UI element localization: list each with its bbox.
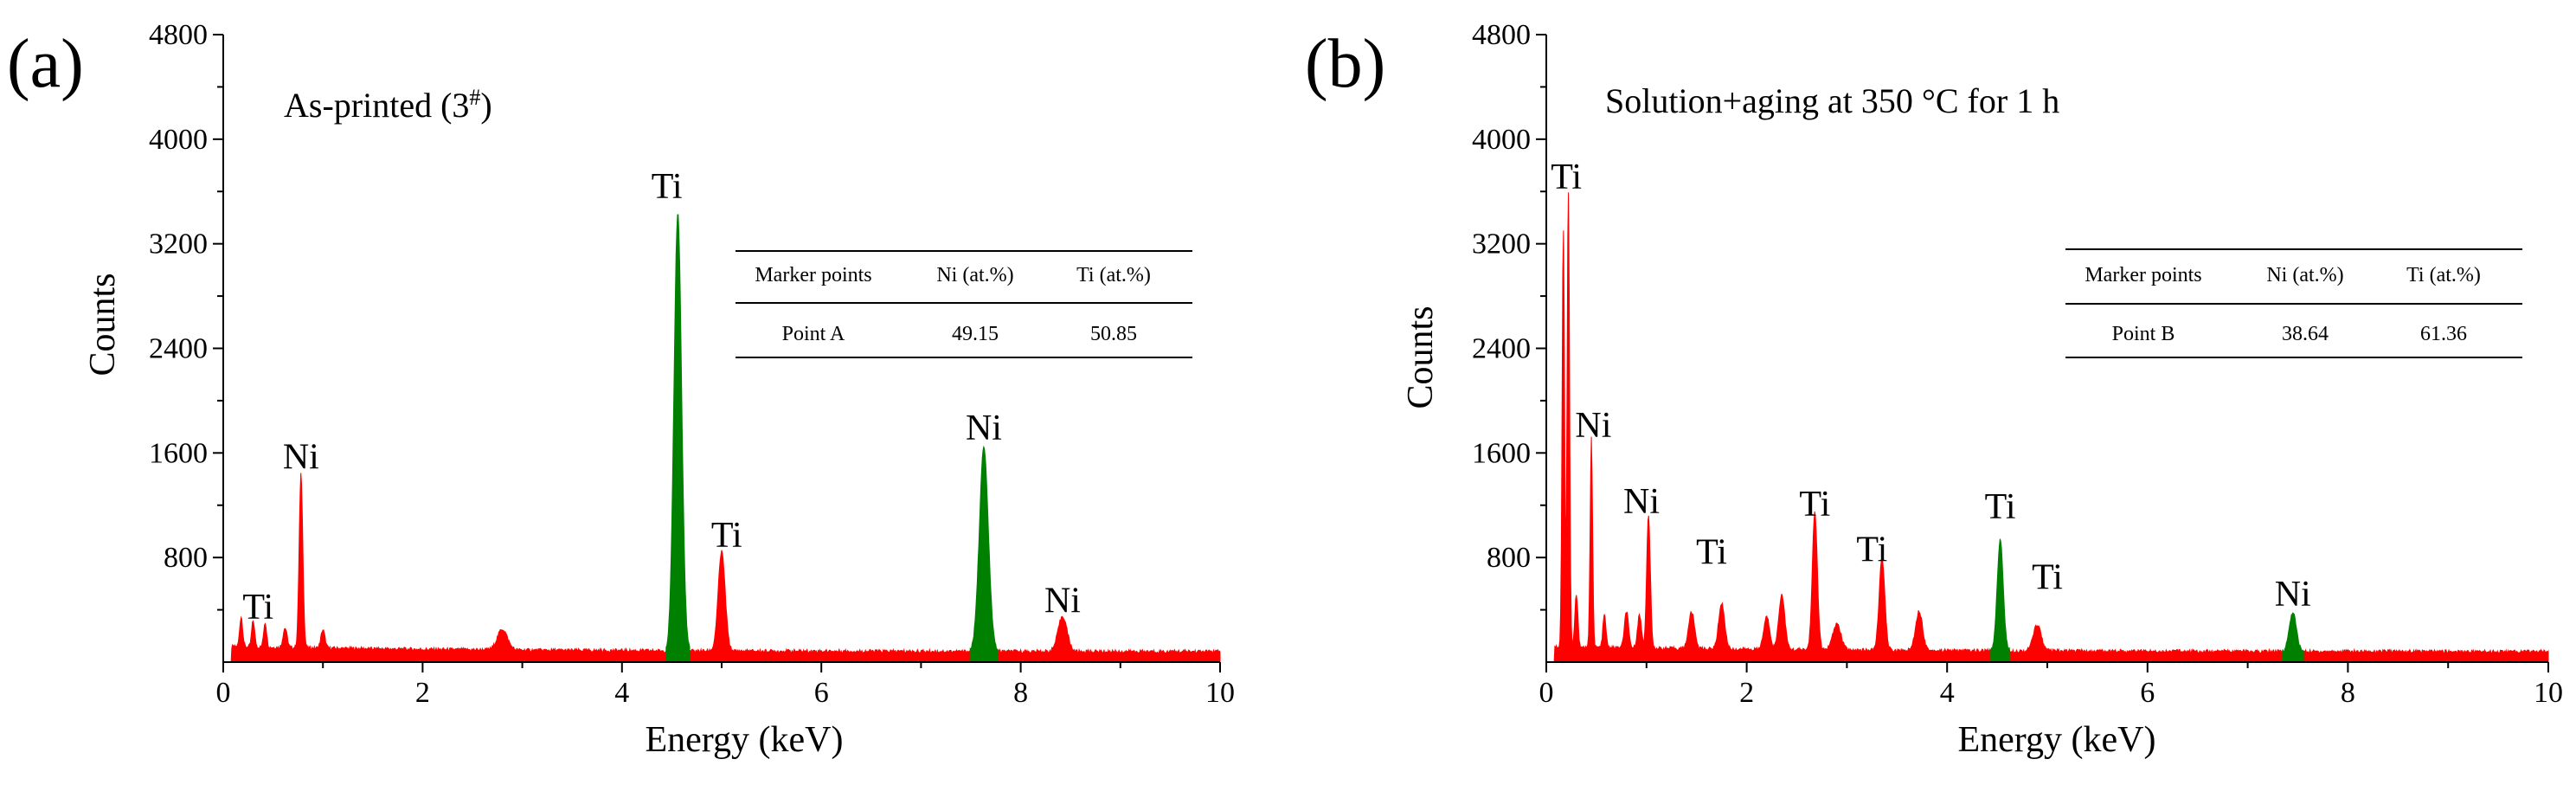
panel-b-table: Marker points Ni (at.%) Ti (at.%) Point … [2065, 248, 2522, 358]
table-a-header-marker: Marker points [755, 264, 871, 286]
peak-label-ti: Ti [1696, 533, 1727, 573]
spectrum-area [1546, 192, 2549, 663]
y-tick-label: 4000 [1472, 124, 1531, 156]
panel-a-plot: 800 1600 2400 3200 4000 4800 0 2 4 6 8 10 Ti Ni Ti Ti Ni… [149, 19, 1235, 709]
highlighted-peak-1 [2281, 612, 2304, 663]
table-a-cell-ni: 49.15 [952, 323, 999, 345]
panel-a-title-sup: # [469, 85, 480, 110]
highlighted-peak-0 [665, 214, 691, 663]
y-tick-label: 4800 [1472, 19, 1531, 51]
panel-a-title-main: As-printed (3 [284, 86, 469, 125]
table-a-header-ti: Ti (at.%) [1076, 264, 1151, 286]
y-tick-label: 800 [164, 542, 208, 574]
y-tick-label: 2400 [1472, 333, 1531, 365]
peak-label-ti: Ti [2032, 557, 2063, 597]
x-tick-label: 8 [1013, 677, 1028, 709]
panel-a: (a) As-printed (3#) Counts Energy (keV) … [7, 19, 1235, 760]
y-tick-label: 4000 [149, 124, 208, 156]
peak-label-ti: Ti [1856, 531, 1887, 570]
table-b-header-ti: Ti (at.%) [2406, 264, 2481, 286]
y-tick-label: 800 [1487, 542, 1531, 574]
table-a-cell-ti: 50.85 [1090, 323, 1137, 345]
peak-label-ti: Ti [1985, 487, 2016, 527]
x-tick-label: 10 [1205, 677, 1235, 709]
x-tick-label: 2 [415, 677, 430, 709]
y-tick-label: 3200 [1472, 228, 1531, 261]
peak-label-ti: Ti [242, 588, 273, 627]
table-a-cell-point: Point A [782, 323, 845, 345]
x-tick-label: 4 [1940, 677, 1955, 709]
x-tick-label: 6 [2140, 677, 2155, 709]
peak-label-ni: Ni [1623, 482, 1660, 522]
panel-a-title: As-printed (3#) [284, 85, 492, 125]
x-tick-label: 2 [1739, 677, 1754, 709]
panel-b-title: Solution+aging at 350 °C for 1 h [1605, 81, 2059, 120]
peak-label-ni: Ni [1575, 406, 1611, 446]
y-tick-label: 1600 [1472, 437, 1531, 469]
highlighted-peak-1 [969, 445, 999, 663]
x-tick-label: 4 [614, 677, 629, 709]
panel-a-title-end: ) [480, 86, 491, 125]
table-b-cell-ti: 61.36 [2420, 323, 2467, 345]
x-tick-label: 0 [216, 677, 231, 709]
peak-label-ni: Ni [966, 409, 1002, 448]
peak-label-ti: Ti [711, 516, 742, 556]
peak-label-ti: Ti [1551, 158, 1582, 197]
table-b-header-ni: Ni (at.%) [2266, 264, 2343, 286]
peak-label-ni: Ni [2275, 575, 2311, 614]
y-tick-label: 4800 [149, 19, 208, 51]
peak-label-ni: Ni [1044, 582, 1081, 621]
panel-b-title-main: Solution+aging at 350 °C for 1 h [1605, 81, 2059, 120]
x-tick-label: 6 [814, 677, 829, 709]
y-tick-label: 2400 [149, 333, 208, 365]
table-b-header-marker: Marker points [2085, 264, 2201, 286]
peak-label-ti: Ti [1799, 485, 1830, 524]
panel-b-plot: 800 1600 2400 3200 4000 4800 0 2 4 6 8 10 Ti Ni Ni Ti Ti… [1472, 19, 2563, 709]
panel-a-table: Marker points Ni (at.%) Ti (at.%) Point … [736, 250, 1192, 358]
table-b-cell-point: Point B [2112, 323, 2175, 345]
panel-b-ylabel: Counts [1401, 306, 1441, 409]
highlighted-peak-0 [1990, 538, 2010, 663]
x-tick-label: 0 [1539, 677, 1554, 709]
table-b-cell-ni: 38.64 [2282, 323, 2329, 345]
panel-b: (b) Solution+aging at 350 °C for 1 h Cou… [1305, 19, 2563, 760]
panel-b-label: (b) [1305, 26, 1385, 102]
panel-a-label: (a) [7, 26, 84, 102]
table-a-header-ni: Ni (at.%) [936, 264, 1013, 286]
panel-b-xlabel: Energy (keV) [1958, 720, 2156, 760]
panel-a-xlabel: Energy (keV) [646, 720, 844, 760]
x-tick-label: 10 [2534, 677, 2563, 709]
spectrum-area [223, 473, 1221, 663]
x-tick-label: 8 [2341, 677, 2355, 709]
panel-a-ylabel: Counts [83, 273, 123, 376]
y-tick-label: 1600 [149, 437, 208, 469]
peak-label-ti: Ti [652, 167, 683, 207]
peak-label-ni: Ni [283, 437, 319, 477]
y-tick-label: 3200 [149, 228, 208, 261]
